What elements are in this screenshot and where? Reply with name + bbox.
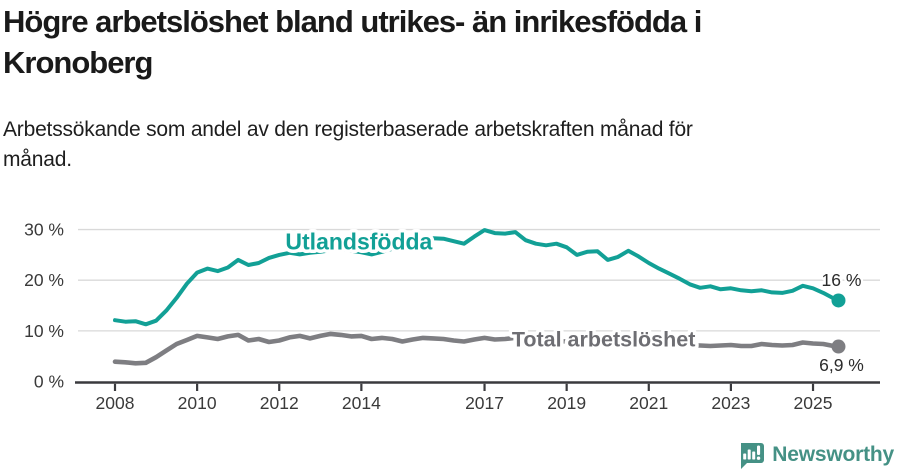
end-value-label-total: 6,9 % xyxy=(819,355,864,375)
page-subtitle: Arbetssökande som andel av den registerb… xyxy=(3,118,693,171)
x-tick-label: 2025 xyxy=(794,393,833,413)
x-tick-label: 2008 xyxy=(96,393,135,413)
y-tick-label: 0 % xyxy=(34,372,64,392)
x-tick-label: 2023 xyxy=(711,393,750,413)
series-line-total xyxy=(112,331,841,366)
x-tick-label: 2019 xyxy=(547,393,586,413)
series-label-utlandsfodda: Utlandsfödda xyxy=(285,229,432,255)
end-dot-utlandsfodda xyxy=(831,293,846,308)
x-tick-label: 2010 xyxy=(178,393,217,413)
x-tick-label: 2014 xyxy=(342,393,381,413)
end-value-label-utlandsfodda: 16 % xyxy=(822,270,862,290)
brand-name: Newsworthy xyxy=(772,443,894,466)
page-title: Högre arbetslöshet bland utrikes- än inr… xyxy=(3,4,702,80)
series-line-utlandsfodda xyxy=(113,228,841,327)
series-label-total: Total arbetslöshet xyxy=(512,327,696,351)
brand-footer: Newsworthy xyxy=(737,440,894,470)
y-tick-label: 20 % xyxy=(24,270,64,290)
newsworthy-logo-icon xyxy=(741,443,765,469)
x-tick-label: 2017 xyxy=(465,393,504,413)
x-tick-label: 2012 xyxy=(260,393,299,413)
x-tick-label: 2021 xyxy=(629,393,668,413)
y-tick-label: 10 % xyxy=(24,321,64,341)
end-dot-total xyxy=(831,339,846,354)
y-tick-label: 30 % xyxy=(24,220,64,240)
